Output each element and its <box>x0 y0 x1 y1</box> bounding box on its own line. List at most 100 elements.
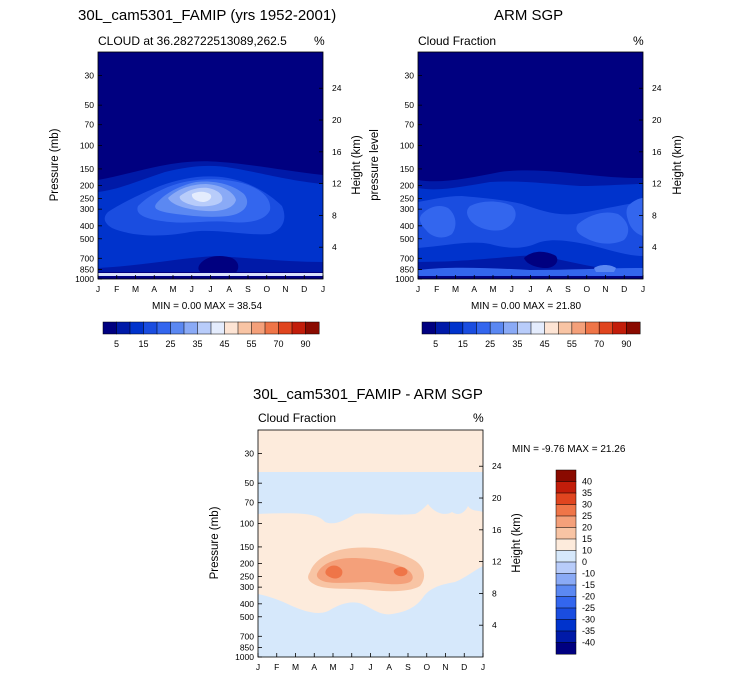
pressure-tick-label: 150 <box>400 164 414 174</box>
height-tick-label: 16 <box>332 147 342 157</box>
colorbar-label: 45 <box>540 339 550 349</box>
panel-obs-ylabel-right: Height (km) <box>672 135 684 195</box>
panel-diff-stats: MIN = -9.76 MAX = 21.26 <box>512 444 626 455</box>
month-tick-label: J <box>96 284 100 294</box>
pressure-tick-label: 400 <box>240 599 254 609</box>
colorbar-swatch <box>305 321 320 335</box>
panel-obs-contour-7 <box>626 198 643 236</box>
panel-obs-stats: MIN = 0.00 MAX = 21.80 <box>471 301 581 312</box>
month-tick-label: S <box>565 284 571 294</box>
colorbar-swatch <box>210 321 225 335</box>
colorbar-swatch <box>555 607 577 620</box>
month-tick-label: A <box>546 284 552 294</box>
colorbar-swatch <box>598 321 614 335</box>
height-tick-label: 24 <box>492 461 502 471</box>
panel-diff-neg-notch <box>348 629 393 640</box>
month-tick-label: O <box>423 662 430 672</box>
pressure-tick-label: 850 <box>240 643 254 653</box>
month-tick-label: O <box>583 284 590 294</box>
pressure-tick-label: 700 <box>80 253 94 263</box>
panel-model-colorbar <box>102 321 320 335</box>
colorbar-label: -40 <box>582 638 595 648</box>
pressure-tick-label: 50 <box>85 100 95 110</box>
panel-diff-height-ticks: 24 20 16 12 8 4 <box>479 461 502 630</box>
height-tick-label: 20 <box>652 115 662 125</box>
pressure-tick-label: 250 <box>240 572 254 582</box>
month-tick-label: N <box>602 284 608 294</box>
month-tick-label: N <box>282 284 288 294</box>
panel-diff-right-subtitle: % <box>473 411 484 425</box>
height-tick-label: 24 <box>332 83 342 93</box>
month-tick-label: A <box>226 284 232 294</box>
height-tick-label: 8 <box>492 588 497 598</box>
pressure-tick-label: 300 <box>240 582 254 592</box>
month-tick-label: M <box>452 284 459 294</box>
panel-diff-ylabel-right: Height (km) <box>511 513 523 573</box>
panel-model: 30L_cam5301_FAMIP (yrs 1952-2001) CLOUD … <box>49 7 363 349</box>
colorbar-swatch <box>462 321 477 335</box>
pressure-tick-label: 700 <box>240 631 254 641</box>
month-tick-label: J <box>528 284 532 294</box>
colorbar-label: 15 <box>138 339 148 349</box>
pressure-tick-label: 400 <box>80 221 94 231</box>
pressure-tick-label: 300 <box>400 204 414 214</box>
colorbar-label: 90 <box>621 339 631 349</box>
panel-obs: ARM SGP Cloud Fraction % 30 50 70 100 150 200… <box>369 7 684 349</box>
panel-model-surface-band <box>98 273 323 276</box>
height-tick-label: 20 <box>332 115 342 125</box>
pressure-tick-label: 500 <box>80 234 94 244</box>
month-tick-label: M <box>132 284 139 294</box>
panel-obs-colorbar-labels: 5 15 25 35 45 55 70 90 <box>433 339 631 349</box>
colorbar-swatch <box>170 321 185 335</box>
panel-diff-left-subtitle: Cloud Fraction <box>258 411 336 425</box>
colorbar-label: 0 <box>582 557 587 567</box>
panel-obs-ylabel: pressure level <box>369 129 381 201</box>
colorbar-label: 30 <box>582 500 592 510</box>
panel-model-plot <box>97 51 324 280</box>
height-tick-label: 4 <box>332 242 337 252</box>
month-tick-label: J <box>641 284 645 294</box>
panel-diff-contour-neg <box>258 472 483 524</box>
panel-obs-colorbar <box>421 321 641 335</box>
colorbar-swatch <box>555 550 577 563</box>
height-tick-label: 4 <box>652 242 657 252</box>
pressure-tick-label: 70 <box>405 120 415 130</box>
month-tick-label: A <box>471 284 477 294</box>
pressure-tick-label: 30 <box>245 449 255 459</box>
height-tick-label: 8 <box>652 210 657 220</box>
month-tick-label: O <box>263 284 270 294</box>
panel-model-left-subtitle: CLOUD at 36.282722513089,262.5 <box>98 34 287 48</box>
panel-obs-right-subtitle: % <box>633 34 644 48</box>
panel-obs-contour-6 <box>576 212 629 244</box>
colorbar-swatch <box>612 321 627 335</box>
colorbar-label: 15 <box>458 339 468 349</box>
month-tick-label: J <box>208 284 212 294</box>
pressure-tick-label: 70 <box>245 498 255 508</box>
month-tick-label: M <box>169 284 176 294</box>
colorbar-label: 35 <box>582 488 592 498</box>
colorbar-label: -30 <box>582 615 595 625</box>
panel-obs-height-ticks: 24 20 16 12 8 4 <box>639 83 662 252</box>
panel-diff: 30L_cam5301_FAMIP - ARM SGP Cloud Fracti… <box>209 386 626 672</box>
colorbar-swatch <box>517 321 532 335</box>
colorbar-swatch <box>555 573 577 586</box>
month-tick-label: S <box>245 284 251 294</box>
colorbar-swatch <box>555 527 577 540</box>
colorbar-swatch <box>555 504 577 517</box>
pressure-tick-label: 1000 <box>395 274 414 284</box>
height-tick-label: 12 <box>652 179 662 189</box>
colorbar-swatch <box>503 321 518 335</box>
month-tick-label: D <box>301 284 307 294</box>
month-tick-label: A <box>151 284 157 294</box>
colorbar-swatch <box>571 321 586 335</box>
colorbar-swatch <box>585 321 600 335</box>
pressure-tick-label: 200 <box>80 181 94 191</box>
month-tick-label: A <box>311 662 317 672</box>
colorbar-label: -10 <box>582 569 595 579</box>
month-tick-label: M <box>292 662 299 672</box>
colorbar-swatch <box>237 321 252 335</box>
